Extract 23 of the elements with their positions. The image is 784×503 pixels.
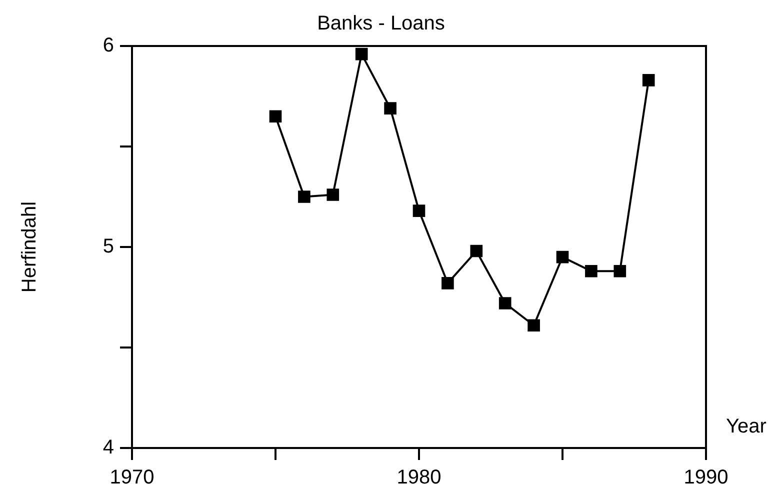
x-axis-title: Year: [726, 416, 767, 438]
y-axis-title: Herfindahl: [18, 201, 41, 293]
point: [442, 277, 454, 290]
point: [585, 264, 598, 278]
y-tick-label: 5: [102, 236, 114, 258]
point: [642, 74, 655, 86]
point: [556, 250, 569, 264]
y-tick-label: 6: [102, 34, 114, 57]
point: [355, 48, 368, 60]
point: [298, 190, 310, 203]
point: [412, 204, 426, 217]
point: [498, 297, 512, 310]
chart-title: Banks - Loans: [317, 12, 445, 35]
x-tick-label: 1980: [396, 466, 442, 489]
y-tick-label: 4: [102, 436, 114, 459]
point: [269, 110, 282, 123]
point: [528, 319, 540, 332]
point: [326, 188, 340, 201]
point: [614, 264, 626, 278]
point: [470, 244, 483, 258]
x-tick-label: 1970: [110, 466, 154, 489]
x-tick-label: 1990: [684, 466, 728, 489]
point: [384, 102, 396, 114]
